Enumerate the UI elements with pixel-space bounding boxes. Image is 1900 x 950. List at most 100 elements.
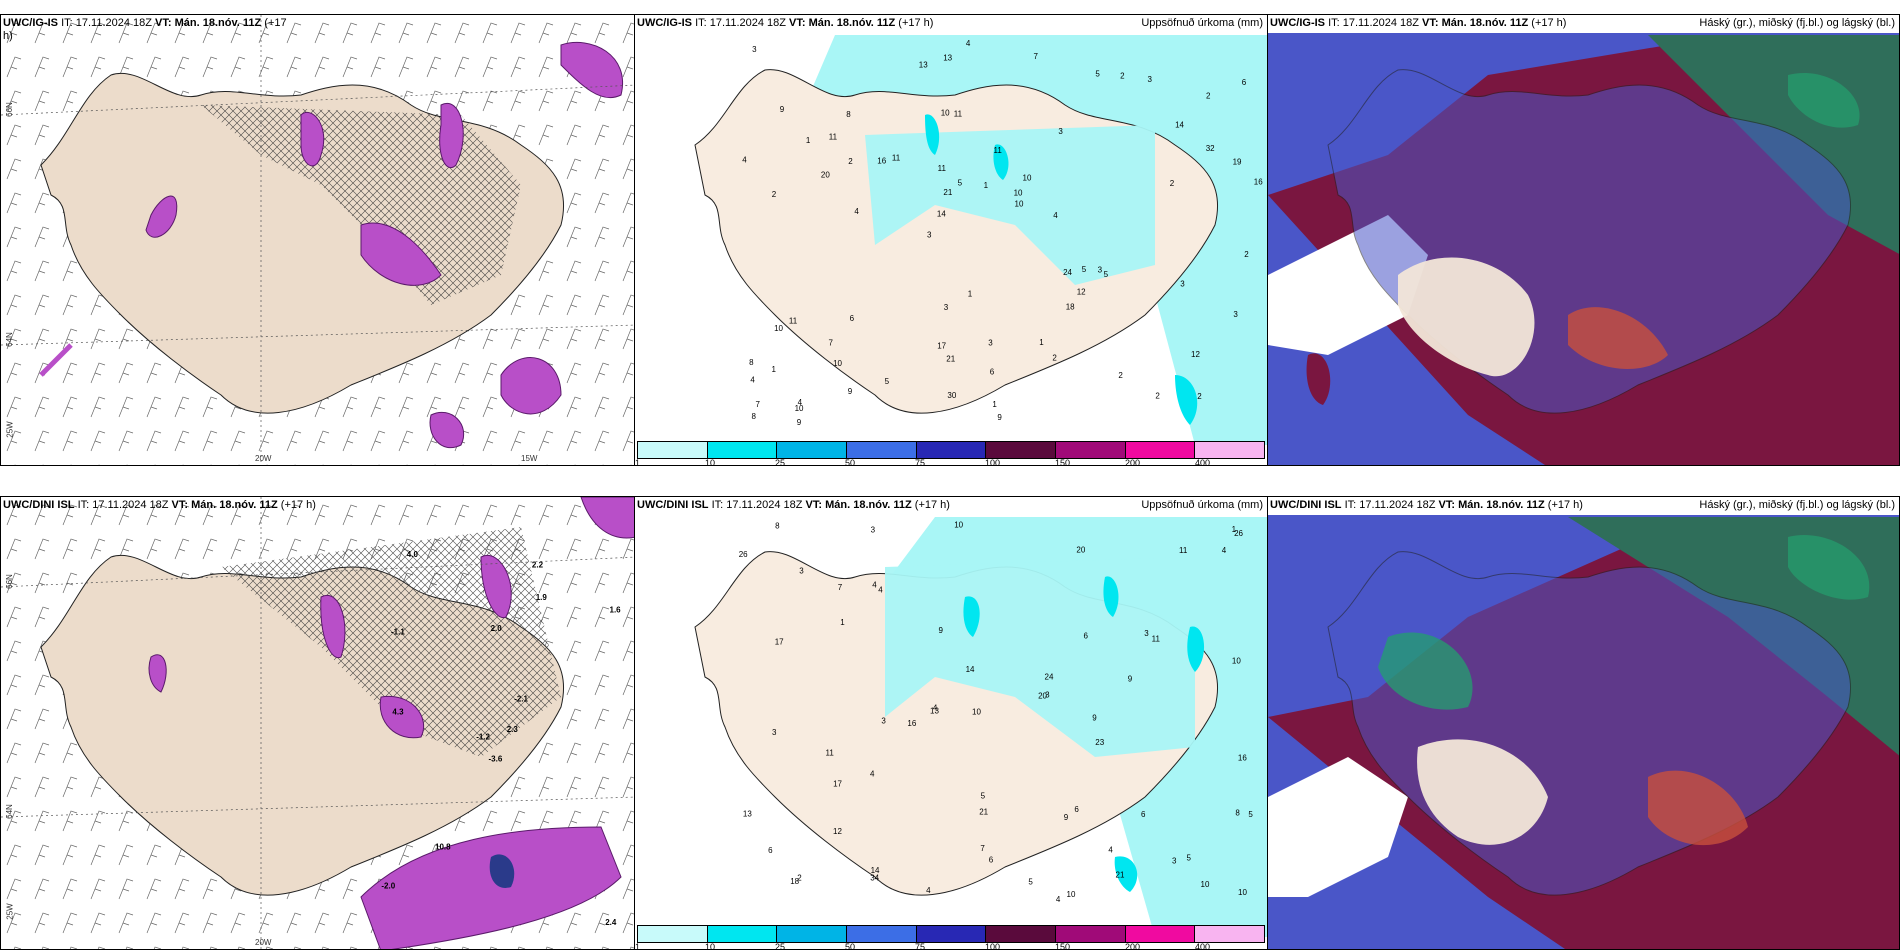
precip-value: 2 — [1155, 392, 1160, 401]
precip-value: 8 — [752, 412, 757, 421]
panel-wind-bottom: UWC/DINI ISL IT: 17.11.2024 18Z VT: Mán.… — [0, 496, 635, 950]
precip-map: 4414433310109116421202017341626926241811… — [694, 517, 1267, 937]
precip-value: 4 — [1056, 895, 1061, 904]
colorbar-swatch — [916, 926, 987, 942]
precip-value: 3 — [988, 339, 993, 348]
panel-header: UWC/DINI ISL IT: 17.11.2024 18Z VT: Mán.… — [1270, 499, 1895, 512]
precip-value: 26 — [1234, 529, 1243, 538]
field-title: Uppsöfnuð úrkoma (mm) — [1141, 499, 1263, 511]
precip-value: 10 — [1023, 173, 1032, 182]
precip-value: 4 — [870, 770, 875, 779]
temperature-value: 2.0 — [491, 624, 503, 633]
precip-value: 13 — [930, 707, 939, 716]
lat-label: 66N — [4, 574, 14, 589]
precip-value: 34 — [870, 873, 879, 882]
precip-value: 3 — [871, 526, 876, 535]
precip-value: 17 — [775, 638, 784, 647]
colorbar-tick: 100 — [985, 942, 1001, 950]
precip-value: 6 — [850, 314, 855, 323]
precip-value: 2 — [1244, 250, 1249, 259]
colorbar-swatch — [638, 442, 708, 458]
temperature-value: -1.1 — [391, 628, 405, 637]
precip-value: 5 — [1095, 70, 1100, 79]
precip-value: 3 — [944, 303, 949, 312]
lead-time-cont: h) — [3, 30, 13, 42]
colorbar-swatch — [707, 442, 778, 458]
panel-precip-bottom: UWC/DINI ISL IT: 17.11.2024 18Z VT: Mán.… — [634, 496, 1268, 950]
colorbar-tick: 400 — [1195, 458, 1211, 466]
valid-time: VT: Mán. 18.nóv. 11Z — [805, 499, 912, 511]
precip-value: 12 — [1191, 350, 1200, 359]
model-name: UWC/DINI ISL — [1270, 499, 1342, 511]
precip-value: 9 — [1064, 813, 1069, 822]
precip-value: 10 — [972, 707, 981, 716]
panel-cloud-top: UWC/IG-IS IT: 17.11.2024 18Z VT: Mán. 18… — [1267, 14, 1900, 466]
precip-values: 4414433310109116421202017341626926241811… — [739, 520, 1254, 904]
precip-value: 6 — [768, 846, 773, 855]
precip-value: 10 — [1201, 880, 1210, 889]
precip-value: 13 — [943, 54, 952, 63]
lat-label: 64N — [4, 804, 14, 819]
colorbar-tick: 10 — [705, 942, 716, 950]
precip-value: 7 — [829, 339, 834, 348]
colorbar-tick: 25 — [775, 458, 786, 466]
precip-value: 20 — [1076, 545, 1085, 554]
colorbar-tick: 400 — [1195, 942, 1211, 950]
precip-value: 26 — [739, 550, 748, 559]
precip-value: 20 — [1038, 692, 1047, 701]
panel-header: UWC/DINI ISL IT: 17.11.2024 18Z VT: Mán.… — [3, 499, 630, 512]
precip-map: 2223341011111141011105913162432141721856… — [694, 35, 1267, 445]
precip-value: 10 — [941, 108, 950, 117]
temperature-value: -2.1 — [514, 694, 528, 703]
precip-value: 24 — [1045, 672, 1054, 681]
precip-value: 10 — [795, 404, 804, 413]
precip-values: 2223341011111141011105913162432141721856… — [742, 39, 1263, 427]
precip-value: 19 — [1233, 157, 1242, 166]
precip-value: 10 — [1232, 657, 1241, 666]
wind-map: -3.6 -1.1 -1.2 -2.0 -2.1 10.8 2.2 2.0 1.9 2.3 4.0 2… — [1, 497, 634, 949]
valid-time: VT: Mán. 18.nóv. 11Z — [155, 17, 262, 29]
temperature-values: -3.6 -1.1 -1.2 -2.0 -2.1 10.8 2.2 2.0 1.9 2.3 4.0 2… — [381, 550, 621, 927]
model-name: UWC/IG-IS — [1270, 17, 1325, 29]
precip-value: 9 — [997, 413, 1002, 422]
precip-value: 10 — [1238, 888, 1247, 897]
colorbar-tick: 75 — [915, 942, 926, 950]
colorbar: 1 10 25 50 75 100 150 200 400 — [635, 439, 1267, 465]
precip-value: 6 — [1242, 78, 1247, 87]
temperature-value: -1.2 — [476, 733, 490, 742]
precip-value: 12 — [1077, 287, 1086, 296]
precip-value: 16 — [1254, 178, 1263, 187]
colorbar-swatch — [777, 926, 848, 942]
precip-value: 1 — [1039, 338, 1044, 347]
precip-value: 10 — [1015, 199, 1024, 208]
precip-value: 3 — [1058, 127, 1063, 136]
valid-time: VT: Mán. 18.nóv. 11Z — [789, 17, 896, 29]
precip-value: 4 — [1222, 546, 1227, 555]
precip-value: 4 — [872, 580, 877, 589]
panel-header: UWC/IG-IS IT: 17.11.2024 18Z VT: Mán. 18… — [1270, 17, 1895, 30]
precip-value: 11 — [829, 133, 838, 142]
precip-value: 1 — [968, 289, 973, 298]
precip-value: 4 — [742, 156, 747, 165]
precip-value: 4 — [750, 375, 755, 384]
init-time: IT: 17.11.2024 18Z — [61, 17, 152, 29]
precip-value: 1 — [992, 400, 997, 409]
precip-value: 17 — [833, 780, 842, 789]
colorbar-tick: 200 — [1125, 458, 1141, 466]
model-name: UWC/DINI ISL — [637, 499, 709, 511]
model-name: UWC/IG-IS — [3, 17, 58, 29]
precip-value: 3 — [1148, 75, 1153, 84]
precip-value: 13 — [919, 61, 928, 70]
precip-value: 17 — [937, 342, 946, 351]
precip-value: 14 — [966, 665, 975, 674]
precip-value: 14 — [937, 210, 946, 219]
temperature-value: 4.0 — [407, 550, 419, 559]
precip-value: 3 — [1233, 310, 1238, 319]
precip-value: 9 — [780, 105, 785, 114]
precip-value: 5 — [981, 792, 986, 801]
precip-value: 5 — [885, 377, 890, 386]
precip-value: 9 — [848, 387, 853, 396]
precip-value: 4 — [966, 39, 971, 48]
precip-value: 7 — [1034, 52, 1039, 61]
precip-value: 3 — [1045, 691, 1050, 700]
